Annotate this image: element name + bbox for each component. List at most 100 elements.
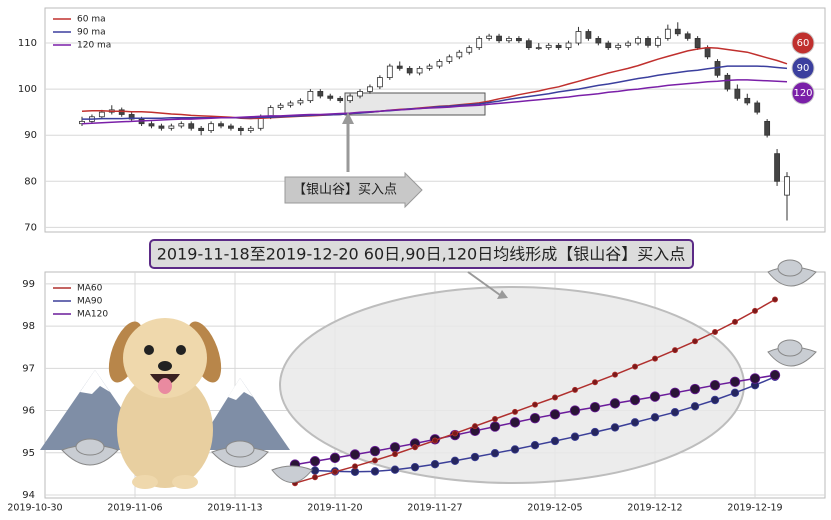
candle-body [585,31,592,39]
ma-badge [791,56,815,80]
ma-badge [791,31,815,55]
ma-point [632,363,639,370]
ma-point [712,328,719,335]
candle-body [694,38,701,49]
dog-nose [158,361,172,371]
candle-body [655,38,661,46]
ma-point [451,430,458,437]
ma-point [749,373,761,384]
banner-title: 2019-11-18至2019-12-20 60日,90日,120日均线形成【银… [157,245,686,264]
ma-point [650,413,660,422]
candle-body [506,38,512,42]
snow [80,370,110,394]
highlight-ellipse [279,286,745,484]
candle-body [367,86,373,92]
candle-body [386,65,393,78]
x-tick-label: 2019-12-12 [627,503,682,514]
candle-body [297,100,304,104]
candle-body [625,42,632,46]
candle-body [754,102,761,113]
arrow-head [342,112,354,124]
ma-point [572,386,579,393]
candle-body [208,123,214,132]
x-tick-label: 2019-10-30 [7,503,62,514]
ma-point [690,402,700,411]
candle-body [188,123,195,129]
ma-line [81,79,788,125]
ma-point [689,383,701,395]
ma-point [329,452,341,464]
ma-point [612,371,619,378]
dog-head [123,318,207,398]
ma-point [370,467,380,476]
arrow [467,271,501,296]
dog-eye [176,345,186,355]
candle-body [615,44,622,49]
ma-point [610,423,620,432]
ingot [225,440,255,458]
ma-point [310,466,320,475]
ma-point [752,307,759,314]
candle-body [347,95,353,102]
ma-point [670,408,680,417]
ma-point [430,460,440,469]
candle-body [744,97,751,104]
ma-badge-label: 90 [797,63,810,74]
ma-point [589,401,601,413]
ma-badge [791,81,815,105]
x-tick-label: 2019-11-06 [107,503,162,514]
annotation-arrow [284,171,423,209]
candle-body [565,42,572,49]
ma-point [349,449,361,460]
candle-body [426,65,433,69]
candle-body [307,91,314,102]
candle-body [496,35,502,42]
candle-body [555,44,562,49]
y-tick-label: 99 [22,279,35,290]
candle-body [376,77,383,88]
candle-body [595,38,602,44]
x-tick-label: 2019-11-27 [407,503,462,514]
candle-body [724,74,731,90]
annotation: 【银山谷】买入点 [293,183,397,198]
y-tick-label: 80 [24,176,37,187]
highlights [279,92,745,484]
y-tick-label: 94 [22,490,35,501]
candle-body [446,56,453,62]
candle-body [98,111,105,118]
candle-body [774,153,780,182]
ma-point [471,423,478,430]
ma-point [490,449,500,458]
candle-body [645,38,651,46]
candle-body [466,47,473,53]
candle-body [525,40,532,49]
candle-body [516,38,522,42]
candle-body [535,47,542,50]
ma-badge-label: 120 [793,88,812,99]
ingots [61,259,817,483]
ma-point [772,296,779,303]
candle-body [575,31,582,44]
y-tick-label: 98 [22,321,35,332]
ma-point [552,394,559,401]
y-tick-label: 110 [18,38,37,49]
ma-point [672,347,679,354]
candle-body [764,120,771,136]
ma-point [509,417,521,428]
ma-point [450,456,460,466]
candle-body [277,104,284,108]
candle-body [734,88,741,99]
y-tick-label: 70 [24,222,37,233]
candle-body [545,44,552,49]
ma-point [669,387,681,399]
ma-point [710,395,720,405]
arrow-head [497,290,508,299]
ma-point [311,474,318,481]
candle-body [198,127,205,132]
candle-body [406,67,413,74]
candle-body [784,176,790,196]
legend-label: MA60 [77,284,103,294]
y-tick-label: 90 [24,130,37,141]
ma-point [510,445,520,454]
